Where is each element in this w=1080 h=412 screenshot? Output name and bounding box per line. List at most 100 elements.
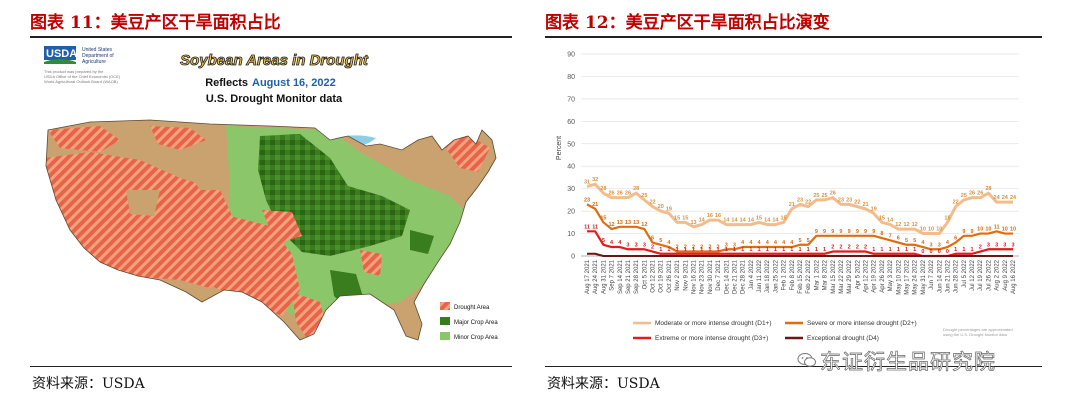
map-data-source: U.S. Drought Monitor data bbox=[206, 93, 343, 105]
usda-logo: USDA bbox=[44, 46, 77, 64]
data-label: 26 bbox=[830, 191, 836, 197]
y-tick-label: 40 bbox=[567, 164, 575, 171]
data-label: 3 bbox=[626, 242, 629, 248]
data-label: 15 bbox=[879, 215, 885, 221]
data-label: 1 bbox=[897, 247, 900, 253]
chart-legend: Moderate or more intense drought (D1+) Se… bbox=[633, 320, 917, 342]
data-label: 1 bbox=[962, 247, 965, 253]
data-label: 3 bbox=[725, 242, 728, 248]
data-label: 32 bbox=[592, 177, 598, 183]
data-label: 25 bbox=[822, 193, 828, 199]
chart-note-line-1: Drought percentages are approximated bbox=[943, 327, 1013, 332]
data-label: 2 bbox=[708, 245, 711, 251]
x-tick-label: Mar 8 2022 bbox=[823, 259, 829, 290]
x-tick-label: Mar 1 2022 bbox=[814, 259, 820, 290]
data-label: 0 bbox=[946, 249, 949, 255]
x-tick-label: Dec 14 2021 bbox=[724, 259, 730, 294]
data-label: 1 bbox=[889, 247, 892, 253]
data-label: 4 bbox=[790, 240, 794, 246]
wechat-icon bbox=[797, 353, 816, 367]
data-label: 11 bbox=[592, 224, 598, 230]
data-label: 1 bbox=[815, 247, 818, 253]
data-label: 3 bbox=[938, 242, 941, 248]
x-tick-label: Aug 24 2021 bbox=[593, 259, 599, 294]
data-label: 2 bbox=[700, 245, 703, 251]
data-label: 9 bbox=[839, 229, 842, 235]
y-tick-label: 60 bbox=[567, 119, 575, 126]
agency-line-2: Department of bbox=[82, 53, 114, 59]
data-label: 2 bbox=[864, 245, 867, 251]
data-label: 24 bbox=[1002, 195, 1009, 201]
data-label: 3 bbox=[987, 242, 990, 248]
data-label: 1 bbox=[880, 247, 883, 253]
data-label: 9 bbox=[872, 229, 875, 235]
data-label: 9 bbox=[831, 229, 834, 235]
data-label: 1 bbox=[905, 247, 908, 253]
drought-map-panel: USDA United States Department of Agricul… bbox=[30, 40, 512, 358]
x-tick-label: Jul 26 2022 bbox=[986, 259, 992, 291]
data-label: 4 bbox=[741, 240, 745, 246]
data-label: 2 bbox=[979, 245, 982, 251]
data-label: 13 bbox=[625, 220, 631, 226]
data-label: 23 bbox=[797, 197, 803, 203]
y-tick-label: 30 bbox=[567, 186, 575, 193]
data-label: 25 bbox=[961, 193, 967, 199]
y-tick-label: 20 bbox=[567, 209, 575, 216]
data-label: 1 bbox=[676, 247, 679, 253]
data-label: 6 bbox=[954, 236, 957, 242]
data-label: 4 bbox=[921, 240, 925, 246]
data-label: 0 bbox=[938, 249, 941, 255]
data-label: 23 bbox=[846, 197, 852, 203]
data-label: 0 bbox=[930, 249, 933, 255]
map-legend: Drought Area Major Crop Area Minor Crop … bbox=[440, 302, 498, 341]
data-label: 22 bbox=[805, 200, 811, 206]
data-label: 22 bbox=[953, 200, 959, 206]
data-label: 15 bbox=[756, 215, 762, 221]
data-label: 4 bbox=[946, 240, 950, 246]
data-label: 1 bbox=[717, 247, 720, 253]
x-tick-label: May 10 2022 bbox=[896, 259, 902, 294]
data-label: 22 bbox=[649, 200, 655, 206]
data-label: 4 bbox=[618, 240, 622, 246]
data-label: 3 bbox=[635, 242, 638, 248]
data-label: 7 bbox=[889, 233, 892, 239]
legend-label-minor: Minor Crop Area bbox=[454, 335, 498, 341]
data-label: 12 bbox=[903, 222, 909, 228]
map-reflects-label: Reflects bbox=[205, 77, 248, 89]
data-label: 11 bbox=[994, 224, 1000, 230]
data-label: 10 bbox=[1002, 227, 1008, 233]
x-tick-label: Feb 8 2022 bbox=[790, 259, 796, 290]
x-tick-label: Aug 9 2022 bbox=[1003, 259, 1009, 290]
x-tick-label: May 3 2022 bbox=[888, 259, 894, 291]
right-title-rule bbox=[545, 36, 1042, 38]
x-tick-label: Aug 17 2021 bbox=[585, 259, 591, 294]
x-tick-label: Apr 5 2022 bbox=[855, 259, 861, 289]
y-tick-label: 10 bbox=[567, 231, 575, 238]
x-tick-label: Sep 21 2021 bbox=[626, 259, 632, 294]
x-tick-label: Oct 12 2021 bbox=[651, 259, 657, 292]
data-label: 3 bbox=[930, 242, 933, 248]
x-tick-label: Jun 28 2022 bbox=[954, 259, 960, 293]
data-label: 23 bbox=[584, 197, 590, 203]
data-label: 14 bbox=[764, 218, 771, 224]
data-label: 5 bbox=[913, 238, 916, 244]
data-label: 20 bbox=[658, 204, 664, 210]
x-tick-label: Jan 18 2022 bbox=[765, 259, 771, 293]
data-label: 1 bbox=[774, 247, 777, 253]
data-label: 3 bbox=[1011, 242, 1014, 248]
data-label: 10 bbox=[977, 227, 983, 233]
data-label: 15 bbox=[682, 215, 688, 221]
data-label: 3 bbox=[1003, 242, 1006, 248]
map-headline: Soybean Areas in Drought bbox=[180, 52, 369, 69]
data-label: 22 bbox=[854, 200, 860, 206]
series-line-4 bbox=[587, 252, 1013, 257]
usda-logo-text: USDA bbox=[46, 48, 77, 60]
data-label: 10 bbox=[920, 227, 926, 233]
data-label: 2 bbox=[676, 245, 679, 251]
data-label: 11 bbox=[584, 224, 590, 230]
data-label: 2 bbox=[684, 245, 687, 251]
data-label: 14 bbox=[731, 218, 738, 224]
